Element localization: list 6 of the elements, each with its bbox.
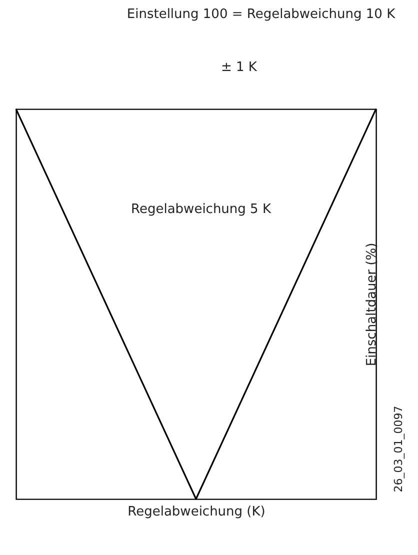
x-axis-title: Regelabweichung (K) — [128, 504, 266, 520]
text: ± 1 K — [221, 60, 258, 75]
text: Einstellung 100 = Regelabweichung 10 K — [126, 7, 396, 22]
annotation: Regelabweichung 5 K — [131, 202, 272, 217]
y-axis-title: Einschaltdauer (%) — [364, 242, 380, 366]
text: 26_03_01_0097 — [392, 406, 405, 492]
